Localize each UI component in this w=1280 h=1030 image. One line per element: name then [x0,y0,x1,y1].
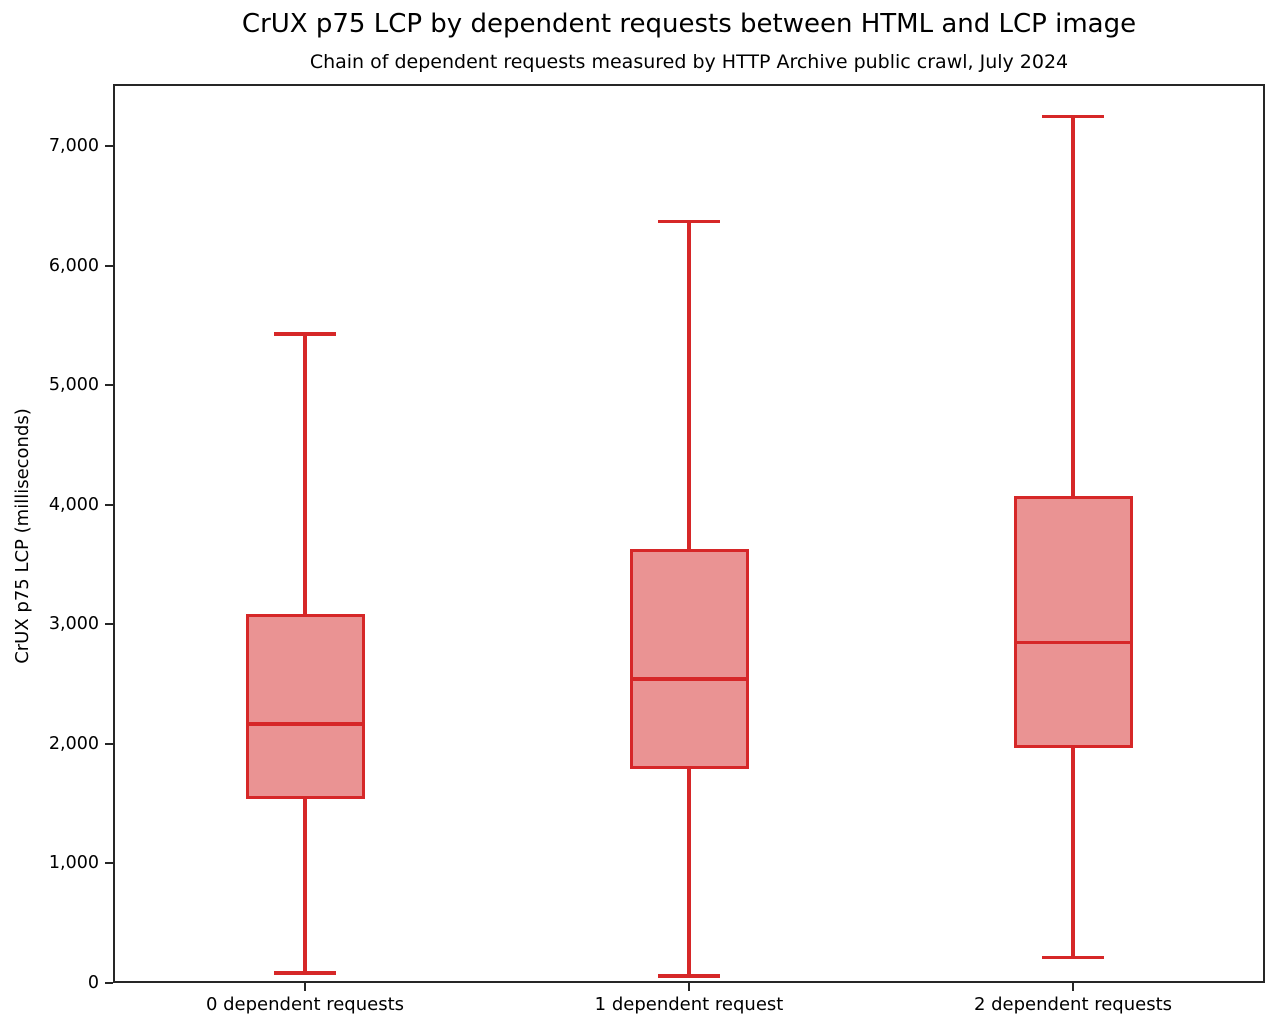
x-tick-mark [304,983,306,991]
upper-whisker-cap [658,219,720,224]
lower-whisker-cap [658,974,720,978]
x-tick-mark [688,983,690,991]
y-tick-label: 1,000 [48,853,99,874]
upper-whisker-line [1071,116,1075,497]
y-tick-label: 2,000 [48,733,99,754]
iqr-box [629,549,749,769]
lower-whisker-line [687,769,691,976]
median-line [1013,640,1133,645]
x-tick-label: 0 dependent requests [205,994,405,1015]
y-tick-label: 0 [87,973,99,993]
median-line [629,677,749,681]
y-tick-label: 7,000 [48,136,99,157]
lower-whisker-line [303,798,307,973]
y-tick-label: 5,000 [48,375,99,396]
y-tick-mark [105,862,113,865]
y-tick-mark [105,623,113,626]
chart-title: CrUX p75 LCP by dependent requests betwe… [241,9,1137,39]
iqr-box [245,613,365,799]
x-tick-mark [1072,983,1074,991]
lower-whisker-cap [1042,955,1104,960]
y-tick-mark [105,145,113,148]
y-tick-mark [105,503,113,506]
upper-whisker-line [687,221,691,550]
y-tick-label: 4,000 [48,494,99,515]
x-tick-label: 1 dependent request [594,994,784,1015]
y-tick-mark [105,264,113,267]
median-line [245,722,365,726]
y-tick-label: 3,000 [48,614,99,635]
lower-whisker-line [1071,748,1075,958]
y-tick-mark [105,742,113,745]
x-tick-label: 2 dependent requests [973,994,1173,1015]
upper-whisker-cap [274,332,336,336]
upper-whisker-cap [1042,114,1104,119]
y-tick-mark [105,384,113,387]
y-tick-mark [105,982,113,984]
iqr-box [1013,496,1133,749]
chart-subtitle: Chain of dependent requests measured by … [309,51,1069,73]
upper-whisker-line [303,333,307,614]
lower-whisker-cap [274,971,336,975]
y-tick-label: 6,000 [48,255,99,276]
